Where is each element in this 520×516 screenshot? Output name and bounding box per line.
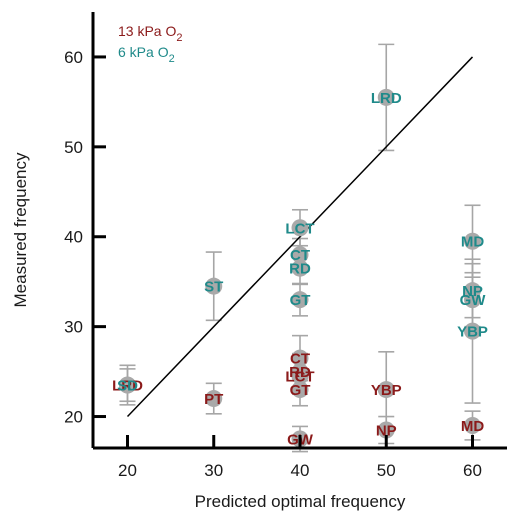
point-label: YBP [457,324,488,341]
data-point [377,381,395,399]
x-tick-label: 60 [463,461,482,480]
point-label: CT [290,247,310,264]
x-tick-label: 40 [291,461,310,480]
legend-entry-subscript: 2 [176,32,182,44]
data-point [119,376,136,394]
point-label: RD [289,364,311,381]
point-label: GT [290,292,311,309]
point-label: MD [461,418,484,435]
x-tick-label: 20 [118,461,137,480]
point-label: PT [204,391,223,408]
legend-entry-subscript: 2 [169,53,175,65]
data-point [205,390,223,408]
point-label: GT [290,382,311,399]
data-point [291,246,309,264]
point-labels: LRDPTCTRDLCTGTGWYBPNPMDSDSTLCTCTRDGTLRDM… [112,90,488,449]
data-point [291,219,309,237]
y-tick-label: 30 [64,318,83,337]
data-point [464,291,481,309]
legend-entry-label: 13 kPa O [118,23,176,39]
legend-entry: 13 kPa O2 [118,23,183,44]
data-point [291,367,309,385]
point-label: MD [461,234,484,251]
data-point [291,349,309,367]
point-label: LCT [285,369,314,386]
point-label: GW [460,292,487,309]
point-label: RD [289,261,311,278]
data-point [464,417,481,435]
point-label: LRD [371,90,402,107]
point-label: NP [462,283,483,300]
markers [119,88,481,448]
data-point [377,88,395,106]
y-tick-label: 60 [64,48,83,67]
point-label: YBP [371,382,402,399]
point-label: ST [204,279,223,296]
y-axis-label: Measured frequency [11,152,30,307]
identity-line-group [126,56,474,418]
axes: 20 30 40 50 60 20 30 40 50 60 [64,12,507,480]
legend-entry: 6 kPa O2 [118,44,175,65]
data-point [291,381,309,399]
legend-entry-label: 6 kPa O [118,44,169,60]
data-point [291,259,309,277]
point-label: LRD [112,378,143,395]
point-label: SD [117,378,138,395]
y-tick-label: 50 [64,138,83,157]
point-label: NP [376,423,397,440]
y-tick-label: 40 [64,228,83,247]
point-label: LCT [285,220,314,237]
data-point [205,277,223,295]
data-point [464,322,481,340]
data-point [377,421,395,439]
y-tick-label: 20 [64,408,83,427]
data-point [291,291,309,309]
identity-line [126,56,474,418]
x-tick-label: 50 [377,461,396,480]
x-axis-label: Predicted optimal frequency [195,492,406,511]
legend: 13 kPa O26 kPa O2 [118,23,183,65]
data-point [464,232,481,250]
point-label: CT [290,351,310,368]
x-tick-label: 30 [204,461,223,480]
